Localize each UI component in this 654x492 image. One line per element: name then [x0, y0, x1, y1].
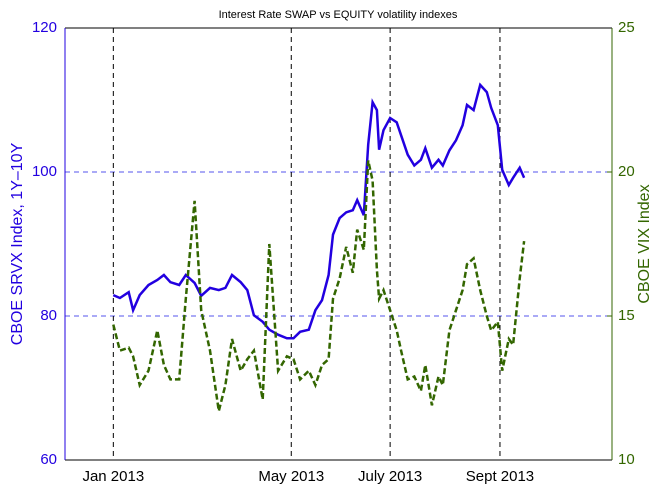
- series-line: [112, 82, 526, 340]
- y2-tick-label: 15: [618, 307, 635, 324]
- y-tick-label: 120: [32, 19, 57, 36]
- y2-axis-label: CBOE VIX Index: [636, 184, 653, 303]
- y2-tick-label: 20: [618, 163, 635, 180]
- x-tick-label: Sept 2013: [466, 468, 534, 485]
- x-tick-label: Jan 2013: [82, 468, 144, 485]
- y-tick-label: 100: [32, 163, 57, 180]
- y-tick-label: 60: [40, 451, 57, 468]
- y2-tick-label: 25: [618, 19, 635, 36]
- series-line: [112, 160, 526, 412]
- x-tick-label: May 2013: [258, 468, 324, 485]
- y-tick-label: 80: [40, 307, 57, 324]
- chart-title: Interest Rate SWAP vs EQUITY volatility …: [219, 9, 458, 21]
- y2-tick-label: 10: [618, 451, 635, 468]
- x-tick-label: July 2013: [358, 468, 422, 485]
- y-axis-label: CBOE SRVX Index, 1Y–10Y: [9, 142, 26, 345]
